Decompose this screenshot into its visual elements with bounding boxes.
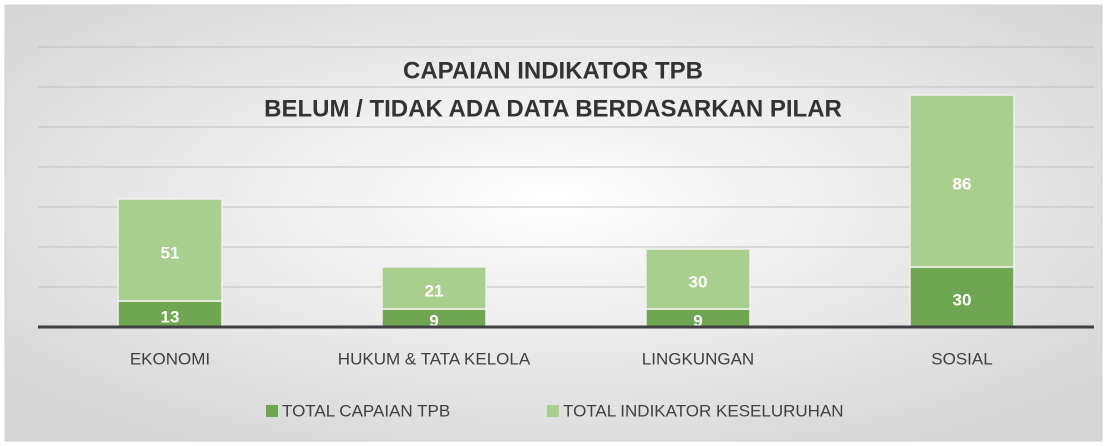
data-label: 30 (689, 272, 708, 291)
data-label: 30 (953, 290, 972, 309)
data-label: 51 (161, 243, 180, 262)
legend-label: TOTAL INDIKATOR KESELURUHAN (563, 401, 844, 420)
chart-subtitle: BELUM / TIDAK ADA DATA BERDASARKAN PILAR (264, 95, 842, 122)
legend-swatch (266, 405, 278, 417)
legend-swatch (547, 405, 559, 417)
data-label: 9 (693, 311, 702, 330)
bar-segment (117, 198, 223, 302)
x-tick-label: LINGKUNGAN (642, 349, 754, 368)
bar-segment (909, 266, 1015, 328)
data-label: 9 (429, 311, 438, 330)
bar-segment (117, 300, 223, 328)
x-tick-label: SOSIAL (931, 349, 992, 368)
data-label: 21 (425, 281, 444, 300)
bar-segment (381, 266, 487, 310)
bar-segment (645, 248, 751, 310)
bar-segment (909, 94, 1015, 268)
data-label: 86 (953, 174, 972, 193)
legend-label: TOTAL CAPAIAN TPB (282, 401, 450, 420)
x-tick-label: HUKUM & TATA KELOLA (338, 349, 531, 368)
data-label: 13 (161, 307, 180, 326)
chart-title: CAPAIAN INDIKATOR TPB (403, 57, 703, 84)
x-tick-label: EKONOMI (130, 349, 210, 368)
